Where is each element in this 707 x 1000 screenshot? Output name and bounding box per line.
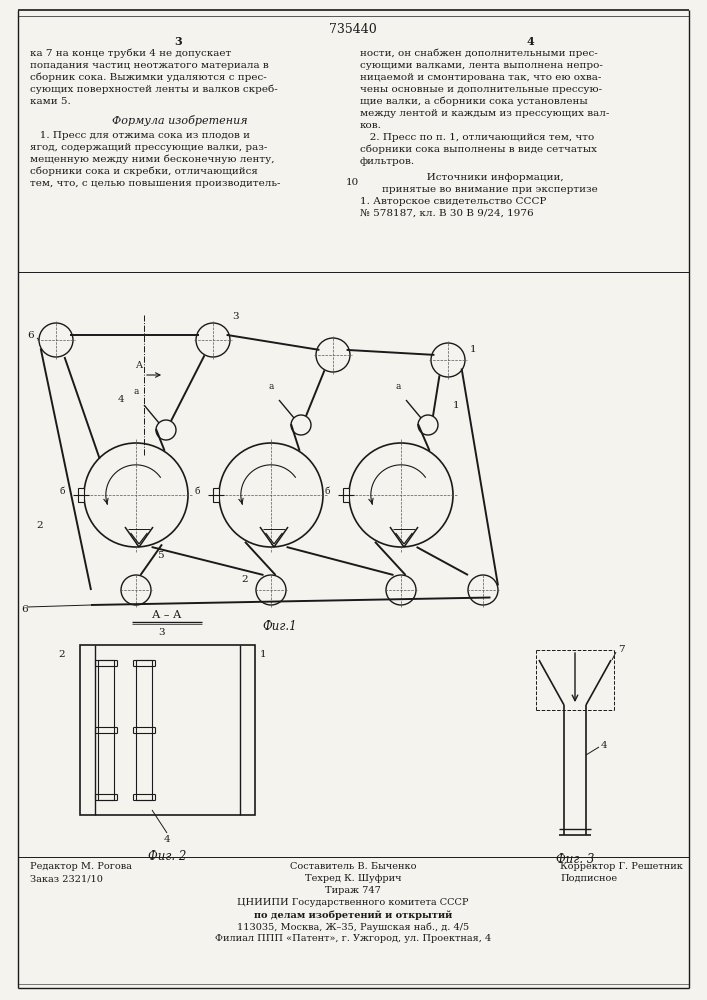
Text: 5: 5 [157,550,163,560]
Text: Техред К. Шуфрич: Техред К. Шуфрич [305,874,402,883]
Bar [98,660,114,800]
Text: между лентой и каждым из прессующих вал-: между лентой и каждым из прессующих вал- [360,109,609,118]
Text: 3: 3 [232,312,239,321]
Text: 1: 1 [453,400,460,410]
Text: Составитель В. Быченко: Составитель В. Быченко [290,862,416,871]
Text: Подписное: Подписное [560,874,617,883]
Text: 1: 1 [470,346,477,355]
Text: Заказ 2321/10: Заказ 2321/10 [30,874,103,883]
Text: ка 7 на конце трубки 4 не допускает: ка 7 на конце трубки 4 не допускает [30,49,231,58]
Text: Редактор М. Рогова: Редактор М. Рогова [30,862,132,871]
Text: 4: 4 [601,740,607,750]
Text: 7: 7 [618,646,624,654]
Text: 3: 3 [174,36,182,47]
Text: 6: 6 [21,604,28,613]
Text: ницаемой и смонтирована так, что ею охва-: ницаемой и смонтирована так, что ею охва… [360,73,602,82]
Text: 1. Пресс для отжима сока из плодов и: 1. Пресс для отжима сока из плодов и [30,131,250,140]
Text: Филиал ППП «Патент», г. Ужгород, ул. Проектная, 4: Филиал ППП «Патент», г. Ужгород, ул. Про… [215,934,491,943]
Text: сборники сока и скребки, отличающийся: сборники сока и скребки, отличающийся [30,167,258,176]
Text: мещенную между ними бесконечную ленту,: мещенную между ними бесконечную ленту, [30,155,274,164]
Text: 735440: 735440 [329,23,377,36]
Text: 113035, Москва, Ж–35, Раушская наб., д. 4/5: 113035, Москва, Ж–35, Раушская наб., д. … [237,922,469,932]
Bar [213,488,219,502]
Text: сборники сока выполнены в виде сетчатых: сборники сока выполнены в виде сетчатых [360,145,597,154]
Text: Формула изобретения: Формула изобретения [112,115,248,126]
Text: Фиг. 3: Фиг. 3 [556,853,594,866]
Text: 6: 6 [28,332,34,340]
Text: попадания частиц неотжатого материала в: попадания частиц неотжатого материала в [30,61,269,70]
Text: 1: 1 [260,650,267,659]
Bar [136,660,152,800]
Text: Источники информации,: Источники информации, [416,173,563,182]
Text: a: a [396,382,401,391]
Text: принятые во внимание при экспертизе: принятые во внимание при экспертизе [382,185,598,194]
Text: А – А: А – А [152,610,182,620]
Text: сующими валками, лента выполнена непро-: сующими валками, лента выполнена непро- [360,61,603,70]
Text: чены основные и дополнительные прессую-: чены основные и дополнительные прессую- [360,85,602,94]
Text: 4: 4 [164,835,170,844]
Text: Фиг. 2: Фиг. 2 [148,850,186,863]
Text: 2: 2 [241,576,248,584]
Text: A: A [135,360,142,369]
Text: сующих поверхностей ленты и валков скреб-: сующих поверхностей ленты и валков скреб… [30,85,278,95]
Text: б: б [325,488,330,496]
Text: щие валки, а сборники сока установлены: щие валки, а сборники сока установлены [360,97,588,106]
Text: ягод, содержащий прессующие валки, раз-: ягод, содержащий прессующие валки, раз- [30,143,267,152]
Text: б: б [194,488,200,496]
Text: 10: 10 [346,178,358,187]
Text: ЦНИИПИ Государственного комитета СССР: ЦНИИПИ Государственного комитета СССР [238,898,469,907]
Bar [80,645,255,815]
Text: Корректор Г. Решетник: Корректор Г. Решетник [560,862,683,871]
Text: № 578187, кл. В 30 В 9/24, 1976: № 578187, кл. В 30 В 9/24, 1976 [360,209,534,218]
Text: ности, он снабжен дополнительными прес-: ности, он снабжен дополнительными прес- [360,49,597,58]
Text: a: a [134,387,139,396]
Text: Фиг.1: Фиг.1 [263,620,298,633]
Text: 2: 2 [59,650,65,659]
Text: 4: 4 [117,395,124,404]
Text: 4: 4 [526,36,534,47]
Bar [343,488,349,502]
Text: 2. Пресс по п. 1, отличающийся тем, что: 2. Пресс по п. 1, отличающийся тем, что [360,133,595,142]
Text: 1. Авторское свидетельство СССР: 1. Авторское свидетельство СССР [360,197,547,206]
Text: ками 5.: ками 5. [30,97,71,106]
Text: тем, что, с целью повышения производитель-: тем, что, с целью повышения производител… [30,179,281,188]
Text: ков.: ков. [360,121,382,130]
Text: 2: 2 [36,520,42,530]
Text: a: a [269,382,274,391]
Bar [78,488,84,502]
Text: фильтров.: фильтров. [360,157,415,166]
Text: сборник сока. Выжимки удаляются с прес-: сборник сока. Выжимки удаляются с прес- [30,73,267,83]
Text: по делам изобретений и открытий: по делам изобретений и открытий [254,910,452,920]
Text: Тираж 747: Тираж 747 [325,886,381,895]
Text: б: б [59,488,65,496]
Text: 3: 3 [158,628,165,637]
